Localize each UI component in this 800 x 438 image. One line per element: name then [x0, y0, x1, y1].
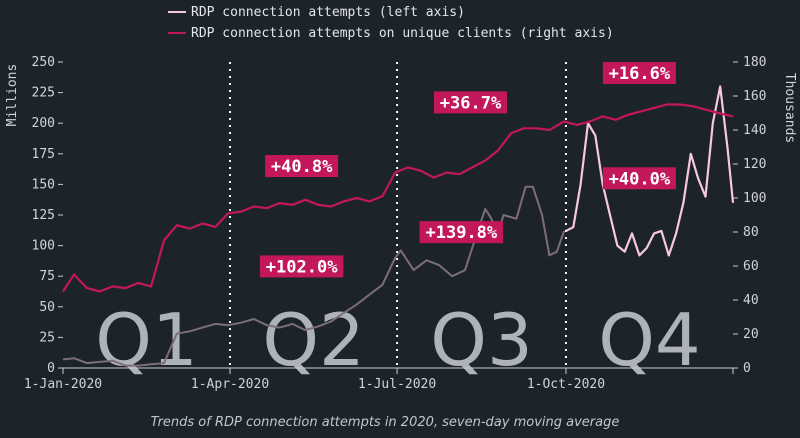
y-right-tick-label: 40: [743, 293, 759, 308]
series-line-left-q4: [565, 85, 735, 257]
y-right-tick-label: 180: [743, 55, 766, 70]
series-line-left-q1-q3: [62, 185, 566, 367]
y-right-tick-label: 100: [743, 191, 766, 206]
series-lines: [62, 85, 735, 367]
y-left-tick-label: 50: [39, 300, 55, 315]
x-tick-label: 1-Jul-2020: [358, 377, 436, 392]
y-right-tick-label: 80: [743, 225, 759, 240]
percent-badge-bg: [434, 91, 508, 114]
quarter-labels: Q1 Q2 Q3 Q4: [95, 298, 700, 382]
quarter-label-q2: Q2: [262, 298, 364, 382]
x-tick-label: 1-Jan-2020: [24, 377, 102, 392]
y-left-tick-label: 150: [32, 177, 55, 192]
percent-badge: +40.0%: [602, 167, 676, 190]
percent-badge-bg: [419, 221, 504, 244]
percent-badge-label: +16.6%: [609, 64, 671, 84]
y-left-tick-label: 250: [32, 55, 55, 70]
y-left-tick-label: 75: [39, 269, 55, 284]
y-axis-left-title: Millions: [5, 64, 20, 127]
quarter-dividers: [229, 62, 567, 368]
percent-badge-label: +36.7%: [440, 93, 502, 113]
percent-badge: +40.8%: [265, 155, 339, 178]
y-right-tick-label: 60: [743, 259, 759, 274]
y-left-tick-label: 0: [47, 361, 55, 376]
axes: 1-Jan-2020 1-Apr-2020 1-Jul-2020 1-Oct-2020…: [24, 55, 767, 392]
percent-badge-label: +102.0%: [266, 257, 338, 277]
x-tick-label: 1-Apr-2020: [191, 377, 269, 392]
y-right-tick-label: 140: [743, 123, 766, 138]
quarter-label-q3: Q3: [430, 298, 532, 382]
percent-badge-bg: [259, 255, 344, 278]
y-left-tick-label: 225: [32, 86, 55, 101]
y-left-tick-label: 200: [32, 116, 55, 131]
series-line-right: [62, 103, 734, 293]
legend-label-right-series: RDP connection attempts on unique client…: [191, 26, 614, 41]
legend-label-left-series: RDP connection attempts (left axis): [191, 5, 465, 20]
percent-badge: +139.8%: [419, 221, 504, 244]
quarter-label-q1: Q1: [95, 298, 197, 382]
percent-badge-label: +40.0%: [609, 169, 671, 189]
percent-badge-label: +40.8%: [271, 157, 333, 177]
y-left-tick-label: 175: [32, 147, 55, 162]
quarter-label-q4: Q4: [598, 298, 700, 382]
percent-badge: +36.7%: [434, 91, 508, 114]
y-left-tick-label: 25: [39, 330, 55, 345]
percent-badge-bg: [602, 167, 676, 190]
chart-caption: Trends of RDP connection attempts in 202…: [151, 415, 620, 430]
x-tick-label: 1-Oct-2020: [527, 377, 605, 392]
legend: RDP connection attempts (left axis) RDP …: [168, 5, 614, 41]
percent-badge-bg: [265, 155, 339, 178]
y-right-tick-label: 160: [743, 89, 766, 104]
percent-badge-bg: [602, 62, 676, 85]
y-right-tick-label: 0: [743, 361, 751, 376]
y-left-tick-label: 125: [32, 208, 55, 223]
y-right-tick-label: 120: [743, 157, 766, 172]
y-left-tick-label: 100: [32, 239, 55, 254]
percent-badge: +16.6%: [602, 62, 676, 85]
y-right-tick-label: 20: [743, 327, 759, 342]
percent-badge: +102.0%: [259, 255, 344, 278]
percent-badge-label: +139.8%: [426, 223, 498, 243]
annotations: +40.8% +102.0% +36.7% +139.8% +16.6% +40.0%: [259, 62, 676, 278]
y-axis-right-title: Thousands: [782, 73, 797, 143]
